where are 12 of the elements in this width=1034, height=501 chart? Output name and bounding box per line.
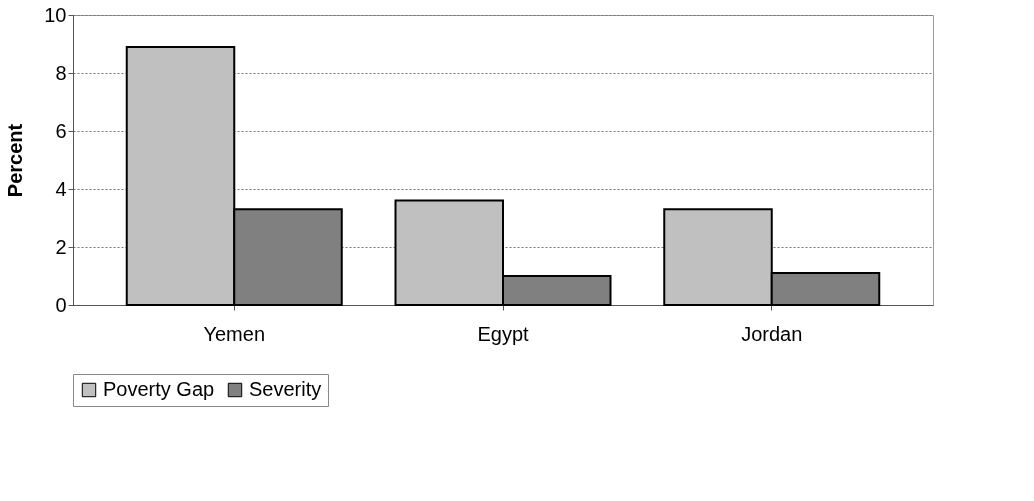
y-axis-title: Percent	[4, 123, 27, 198]
x-tick-label: Yemen	[203, 322, 266, 345]
legend-label: Poverty Gap	[103, 378, 215, 400]
legend-label: Severity	[249, 378, 322, 400]
y-tick-label: 8	[55, 61, 67, 84]
y-tick-label: 2	[55, 235, 67, 258]
y-tick-label: 4	[55, 177, 67, 200]
x-tick-label: Jordan	[741, 322, 803, 345]
y-tick-label: 0	[55, 293, 67, 316]
y-tick-label: 6	[55, 119, 67, 142]
x-tick-label: Egypt	[477, 322, 530, 345]
y-tick-label: 10	[44, 3, 67, 26]
